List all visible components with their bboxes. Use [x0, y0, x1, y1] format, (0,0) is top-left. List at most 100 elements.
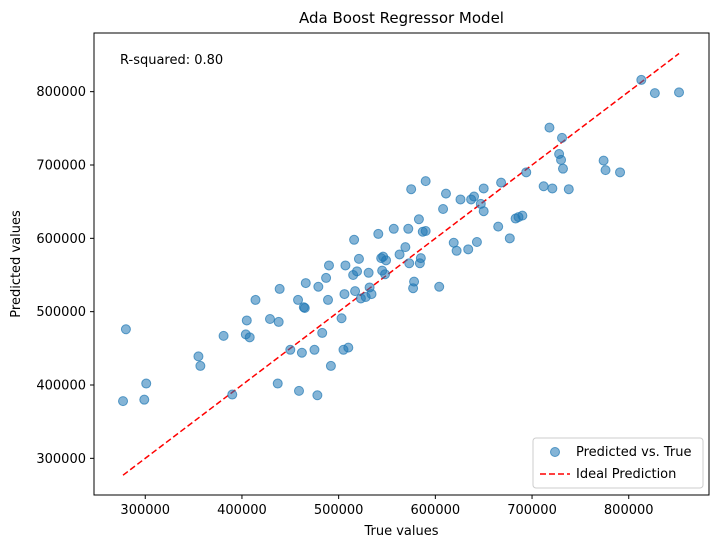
- y-tick-label: 600000: [36, 232, 86, 247]
- y-axis-ticks: 300000 400000 500000 600000 700000 800000: [36, 85, 94, 467]
- x-tick-label: 600000: [411, 503, 461, 518]
- data-point: [615, 167, 626, 178]
- data-point: [413, 214, 424, 225]
- data-point: [350, 286, 361, 297]
- data-point: [649, 88, 660, 99]
- points-layer: [118, 74, 685, 407]
- data-point: [313, 281, 324, 292]
- data-point: [323, 294, 334, 305]
- data-point: [250, 294, 261, 305]
- data-point: [455, 194, 466, 205]
- data-point: [363, 267, 374, 278]
- data-point: [557, 132, 568, 143]
- y-tick-label: 800000: [36, 85, 86, 100]
- data-point: [563, 184, 574, 195]
- data-point: [404, 258, 415, 269]
- data-point: [195, 360, 206, 371]
- data-point: [598, 155, 609, 166]
- r-squared-annotation: R-squared: 0.80: [120, 53, 223, 68]
- data-point: [325, 360, 336, 371]
- data-point: [227, 389, 238, 400]
- legend-box: [532, 437, 704, 489]
- data-point: [309, 344, 320, 355]
- x-axis-label: True values: [363, 524, 438, 539]
- data-point: [272, 378, 283, 389]
- data-point: [415, 253, 426, 264]
- data-point: [600, 165, 611, 176]
- data-point: [353, 253, 364, 264]
- data-point: [409, 276, 420, 287]
- x-tick-label: 800000: [604, 503, 654, 518]
- legend-marker-scatter: [550, 447, 560, 457]
- data-point: [312, 390, 323, 401]
- data-point: [547, 183, 558, 194]
- x-tick-label: 500000: [314, 503, 364, 518]
- data-point: [493, 221, 504, 232]
- data-point: [294, 385, 304, 396]
- data-point: [274, 283, 285, 294]
- data-point: [340, 260, 351, 271]
- data-point: [380, 269, 391, 280]
- data-point: [394, 249, 405, 260]
- data-point: [264, 314, 275, 324]
- data-point: [273, 316, 284, 327]
- data-point: [285, 344, 296, 355]
- y-tick-label: 400000: [36, 379, 86, 394]
- data-point: [420, 226, 431, 236]
- x-axis-ticks: 300000 400000 500000 600000 700000 800000: [120, 495, 654, 518]
- data-point: [504, 233, 515, 244]
- data-point: [434, 281, 445, 292]
- data-point: [349, 234, 360, 245]
- ideal-prediction-line: [122, 52, 680, 476]
- data-point: [141, 378, 152, 389]
- data-point: [674, 87, 685, 98]
- data-point: [471, 237, 482, 247]
- data-point: [420, 176, 431, 187]
- data-point: [300, 278, 311, 289]
- data-point: [336, 313, 347, 324]
- ideal-line-layer: [122, 52, 680, 476]
- data-point: [120, 324, 131, 335]
- data-point: [521, 167, 532, 178]
- axes-background: [94, 33, 709, 495]
- data-point: [556, 154, 567, 165]
- data-point: [381, 255, 392, 266]
- data-point: [636, 74, 647, 85]
- legend-label-scatter: Predicted vs. True: [576, 445, 692, 460]
- data-point: [403, 223, 414, 234]
- data-point: [218, 330, 229, 341]
- axes-frame: [93, 32, 710, 496]
- chart-title: Ada Boost Regressor Model: [299, 9, 504, 27]
- data-point: [517, 210, 528, 221]
- data-point: [557, 163, 568, 174]
- data-point: [321, 272, 332, 283]
- data-point: [400, 242, 411, 253]
- data-point: [438, 204, 449, 214]
- data-point: [339, 289, 350, 300]
- data-point: [463, 244, 474, 255]
- legend: Predicted vs. True Ideal Prediction: [532, 437, 704, 489]
- data-point: [317, 327, 328, 338]
- data-point: [193, 351, 204, 362]
- data-point: [538, 181, 549, 192]
- data-point: [451, 245, 462, 256]
- data-point: [478, 183, 489, 194]
- x-tick-label: 400000: [217, 503, 267, 518]
- data-point: [478, 206, 489, 217]
- data-point: [299, 303, 310, 313]
- y-tick-label: 700000: [36, 159, 86, 174]
- y-tick-label: 300000: [36, 452, 86, 467]
- legend-label-line: Ideal Prediction: [576, 467, 676, 482]
- x-tick-label: 300000: [120, 503, 170, 518]
- data-point: [296, 347, 307, 358]
- data-point: [352, 266, 363, 277]
- data-point: [406, 184, 417, 195]
- data-point: [139, 394, 150, 405]
- data-point: [343, 342, 354, 353]
- data-point: [293, 294, 304, 305]
- data-point: [366, 289, 377, 300]
- data-point: [496, 177, 507, 188]
- data-point: [469, 191, 480, 202]
- data-point: [388, 223, 399, 234]
- y-axis-label: Predicted values: [9, 210, 24, 318]
